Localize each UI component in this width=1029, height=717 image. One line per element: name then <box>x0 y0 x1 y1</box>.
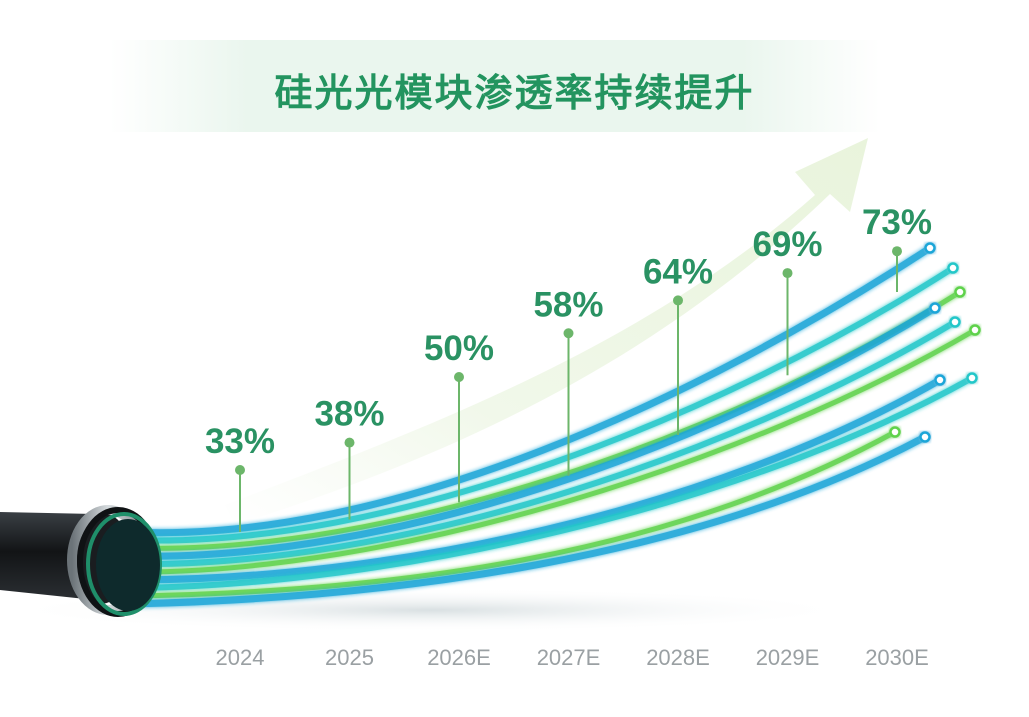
fiber-strand <box>127 375 975 591</box>
fiber-tip <box>924 242 936 254</box>
data-point <box>673 295 683 306</box>
x-tick-label: 2029E <box>756 645 820 670</box>
data-point <box>782 268 793 279</box>
cable-icon <box>0 505 162 617</box>
x-axis: 2024 2025 2026E 2027E 2028E 2029E 2030E <box>216 645 929 670</box>
fiber-tip <box>947 262 959 274</box>
fiber-strand <box>126 304 939 560</box>
x-tick-label: 2025 <box>325 645 374 670</box>
fiber-tip <box>919 431 931 443</box>
fiber-strand <box>127 429 898 599</box>
fiber-tip <box>889 426 901 438</box>
data-point <box>344 437 355 448</box>
fiber-strand <box>126 376 944 584</box>
data-label: 58% <box>533 285 603 324</box>
data-marks: 33% 38% 50% 58% 64% 69% 73% <box>205 203 932 532</box>
fiber-tip <box>929 302 941 314</box>
x-tick-label: 2027E <box>537 645 601 670</box>
data-label: 50% <box>424 329 494 368</box>
fiber-bundle <box>126 242 981 608</box>
data-label: 64% <box>643 252 713 291</box>
data-point <box>235 465 245 475</box>
data-label: 73% <box>862 203 932 242</box>
data-label: 69% <box>752 225 822 264</box>
fiber-strand <box>127 265 956 544</box>
title-background <box>110 40 880 132</box>
trend-arrow <box>225 138 868 525</box>
data-label: 38% <box>314 395 384 434</box>
data-point <box>892 246 902 257</box>
x-tick-label: 2030E <box>865 645 929 670</box>
fiber-strand <box>126 244 934 537</box>
x-tick-label: 2024 <box>216 645 265 670</box>
x-tick-label: 2026E <box>427 645 491 670</box>
fiber-tip <box>969 324 981 336</box>
fiber-strand <box>127 319 958 568</box>
fiber-tip <box>966 372 978 384</box>
data-point <box>454 372 464 383</box>
fiber-tip <box>934 374 946 386</box>
fiber-tip <box>949 316 961 328</box>
fiber-strand <box>126 433 929 608</box>
data-label: 33% <box>205 422 275 461</box>
data-point <box>563 328 574 339</box>
x-tick-label: 2028E <box>646 645 710 670</box>
fiber-strand <box>127 327 978 575</box>
fiber-tip <box>954 286 966 298</box>
chart-title: 硅光光模块渗透率持续提升 <box>274 71 755 115</box>
